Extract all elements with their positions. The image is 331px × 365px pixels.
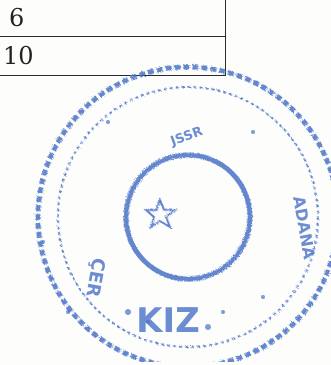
stamp-middle-ring xyxy=(57,86,319,348)
table-cell-value: 6 xyxy=(0,0,226,37)
star-and-crescent-icon xyxy=(143,180,250,267)
stamp-inner-text: JSSR xyxy=(168,124,205,150)
table-cell-value: 10 xyxy=(0,36,226,76)
stamp-bottom-text: KIZ xyxy=(136,301,200,341)
stamp-inner-ring xyxy=(123,152,253,282)
stamp-lower-text: ÇER xyxy=(81,256,109,299)
stamp-speckle xyxy=(41,120,265,330)
stamp-outer-ring xyxy=(35,64,331,362)
data-table-fragment: 6 10 xyxy=(0,0,226,76)
table-row: 10 xyxy=(0,36,226,76)
table-row: 6 xyxy=(0,0,226,37)
stamp-ring-text: ADANA xyxy=(289,194,319,261)
